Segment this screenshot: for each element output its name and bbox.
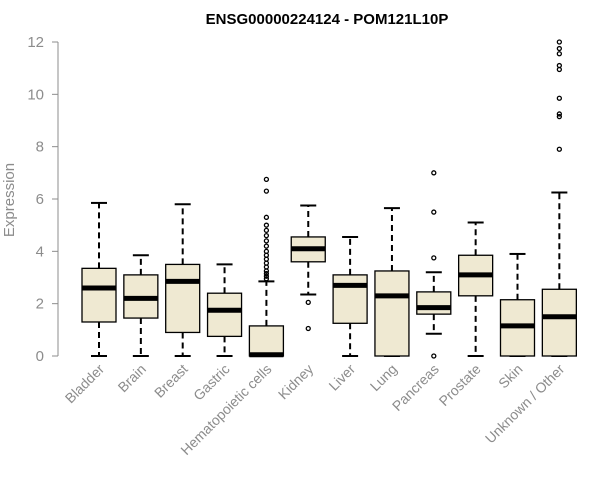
y-tick-label: 8 xyxy=(36,139,44,156)
outlier-point xyxy=(263,248,270,254)
box xyxy=(165,263,201,334)
outlier-point xyxy=(263,176,270,183)
outlier-point xyxy=(263,243,270,249)
box-group xyxy=(81,201,117,357)
outlier-point xyxy=(305,325,311,332)
box-group xyxy=(290,204,326,332)
box-group xyxy=(165,203,201,357)
outlier-point xyxy=(556,146,562,152)
y-tick-label: 4 xyxy=(36,243,44,260)
outlier-point xyxy=(556,95,562,101)
outlier-point xyxy=(556,111,562,117)
outlier-point xyxy=(556,45,562,52)
box xyxy=(206,292,243,338)
x-tick-label: Bladder xyxy=(62,361,108,407)
box-group xyxy=(416,170,452,359)
chart-title: ENSG00000224124 - POM121L10P xyxy=(206,11,449,28)
box-group xyxy=(374,207,410,357)
y-tick-label: 10 xyxy=(27,86,44,103)
y-tick-label: 2 xyxy=(36,296,44,313)
outlier-point xyxy=(556,39,562,45)
y-tick-label: 0 xyxy=(36,348,44,365)
outlier-point xyxy=(263,238,270,244)
x-tick-label: Lung xyxy=(367,361,400,394)
outlier-point xyxy=(263,227,270,234)
x-tick-label: Pancreas xyxy=(389,361,442,414)
outlier-point xyxy=(556,113,562,120)
outlier-point xyxy=(431,209,437,215)
outlier-point xyxy=(305,299,311,306)
x-tick-label: Skin xyxy=(495,361,526,392)
box-group xyxy=(332,235,368,357)
x-tick-label: Brain xyxy=(115,361,149,395)
outlier-point xyxy=(263,232,270,239)
box xyxy=(81,267,117,323)
outlier-point xyxy=(263,273,270,279)
outlier-point xyxy=(556,62,562,69)
box-group xyxy=(206,263,243,357)
y-tick-label: 6 xyxy=(36,191,44,208)
box xyxy=(374,270,410,357)
box-group xyxy=(457,221,494,357)
x-tick-label: Prostate xyxy=(436,361,484,409)
box-group xyxy=(499,252,536,357)
outlier-point xyxy=(556,51,562,57)
box-group xyxy=(248,176,285,358)
outlier-point xyxy=(263,270,270,277)
outlier-point xyxy=(263,188,270,194)
box xyxy=(541,288,577,357)
box-group xyxy=(541,39,577,357)
y-axis: 0 2 4 6 8 10 12 xyxy=(27,34,59,365)
box xyxy=(332,274,368,324)
x-tick-label: Unknown / Other xyxy=(482,361,568,447)
outlier-point xyxy=(431,353,437,359)
x-tick-label: Liver xyxy=(325,361,358,394)
y-axis-label: Expression xyxy=(1,163,18,237)
outlier-point xyxy=(263,276,270,282)
box-group xyxy=(123,254,159,357)
outlier-point xyxy=(263,214,270,220)
outlier-point xyxy=(263,222,270,228)
x-tick-label: Breast xyxy=(151,361,191,401)
plot-area xyxy=(81,39,577,359)
outlier-point xyxy=(431,170,437,176)
box xyxy=(416,291,452,315)
box xyxy=(248,325,285,357)
outlier-point xyxy=(431,255,437,261)
y-tick-label: 12 xyxy=(27,34,44,51)
x-tick-label: Kidney xyxy=(275,361,317,403)
